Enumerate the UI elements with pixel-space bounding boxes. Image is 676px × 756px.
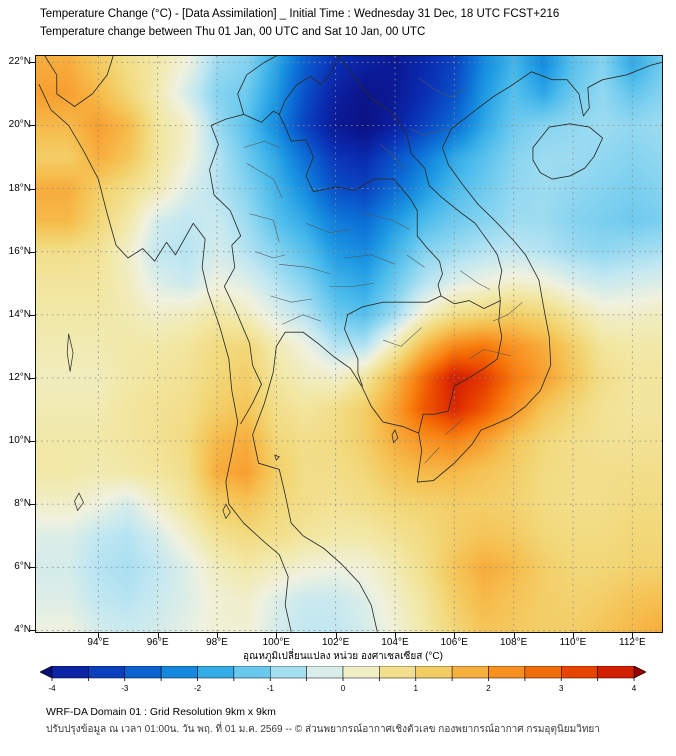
lon-tick-mark (216, 633, 218, 638)
lat-tick-mark (30, 441, 35, 443)
colorbar-tick-label: 0 (340, 684, 346, 693)
lat-tick-label: 6°N (14, 561, 31, 573)
lat-tick-mark (30, 62, 35, 64)
colorbar-tick-label: -3 (121, 684, 129, 693)
colorbar-label: อุณหภูมิเปลี่ยนแปลง หน่วย องศาเซลเซียส (… (243, 651, 443, 662)
lat-tick-label: 14°N (8, 308, 31, 320)
lat-tick-mark (30, 251, 35, 253)
colorbar-tick-label: 3 (559, 684, 564, 693)
lon-tick-label: 98°E (206, 637, 228, 648)
lon-tick-mark (335, 633, 337, 638)
lat-tick-mark (30, 314, 35, 316)
lat-tick-mark (30, 377, 35, 379)
lon-tick-label: 96°E (146, 637, 169, 648)
lon-tick-mark (632, 633, 634, 638)
lat-tick-mark (30, 125, 35, 127)
colorbar-tick-label: 2 (486, 684, 491, 693)
lat-tick-mark (30, 504, 35, 506)
lon-tick-label: 100°E (262, 637, 290, 648)
lon-tick-mark (572, 633, 574, 638)
lon-tick-mark (394, 633, 396, 638)
page-subtitle: Temperature change between Thu 01 Jan, 0… (40, 26, 426, 38)
lat-tick-label: 20°N (8, 119, 31, 131)
lat-tick-label: 18°N (8, 182, 31, 194)
footer-domain-info: WRF-DA Domain 01 : Grid Resolution 9km x… (46, 706, 276, 718)
map-plot-area (35, 55, 663, 633)
colorbar (40, 666, 646, 681)
lon-tick-mark (454, 633, 456, 638)
footer-update-info: ปรับปรุงข้อมูล ณ เวลา 01:00น. วัน พฤ. ที… (46, 724, 600, 735)
lat-tick-label: 22°N (8, 56, 31, 68)
lon-tick-label: 102°E (321, 637, 350, 648)
lat-tick-label: 4°N (14, 624, 31, 636)
temperature-field-canvas (36, 56, 662, 632)
lat-tick-label: 8°N (14, 498, 31, 510)
lat-tick-label: 10°N (8, 435, 31, 447)
colorbar-tick-label: -1 (266, 684, 274, 693)
lon-tick-mark (157, 633, 159, 638)
lat-tick-mark (30, 567, 35, 569)
lon-tick-label: 106°E (440, 637, 468, 648)
lat-tick-label: 16°N (8, 245, 31, 257)
lon-tick-label: 94°E (87, 637, 110, 648)
colorbar-tick-label: 1 (413, 684, 418, 693)
lon-tick-mark (276, 633, 278, 638)
colorbar-tick-label: -4 (48, 684, 56, 693)
lon-tick-label: 108°E (499, 637, 528, 648)
colorbar-tick-label: 4 (631, 684, 637, 693)
lon-tick-label: 112°E (619, 637, 646, 648)
lon-tick-mark (513, 633, 515, 638)
lat-tick-mark (30, 630, 35, 632)
page-title: Temperature Change (°C) - [Data Assimila… (40, 8, 560, 20)
lat-tick-mark (30, 188, 35, 190)
lon-tick-mark (98, 633, 100, 638)
lon-tick-label: 110°E (559, 637, 587, 648)
colorbar-tick-label: -2 (193, 684, 202, 693)
lat-tick-label: 12°N (8, 371, 31, 383)
lon-tick-label: 104°E (381, 637, 409, 648)
